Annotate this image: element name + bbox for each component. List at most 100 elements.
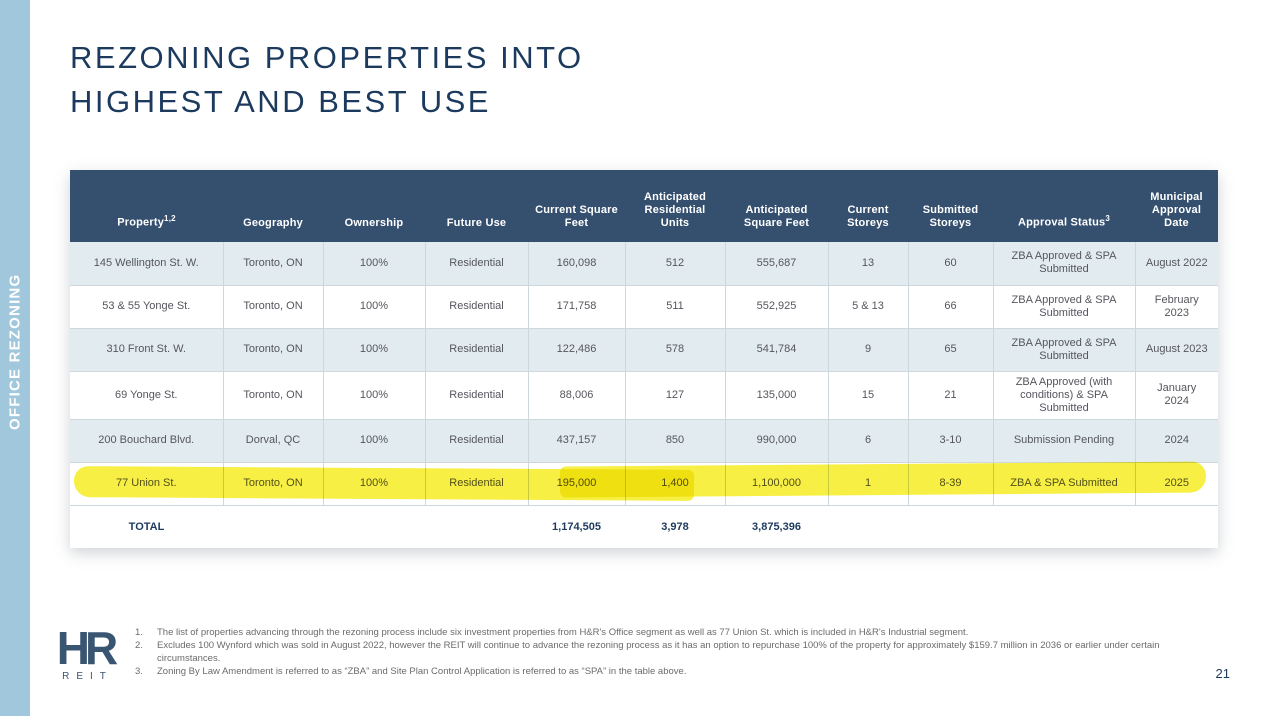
column-header-municipal-approval-date: Municipal Approval Date: [1135, 170, 1218, 242]
table-row: 53 & 55 Yonge St. Toronto, ON 100% Resident…: [70, 284, 1218, 329]
table-row: 310 Front St. W. Toronto, ON 100% Residenti…: [70, 327, 1218, 372]
cell-future-use: Residential: [424, 327, 529, 372]
footnote-text: Excludes 100 Wynford which was sold in A…: [157, 640, 1160, 664]
cell-future-use: Residential: [424, 370, 529, 420]
table-row: 200 Bouchard Blvd. Dorval, QC 100% Resident…: [70, 418, 1218, 463]
cell-approval-status: ZBA Approved & SPA Submitted: [992, 242, 1136, 286]
cell-submitted-storeys: 8-39: [907, 461, 994, 506]
column-header-current-storeys: Current Storeys: [828, 170, 908, 242]
cell-municipal-approval-date: February 2023: [1134, 284, 1218, 329]
cell-submitted-storeys: 65: [907, 327, 994, 372]
total-row: TOTAL 1,174,505 3,978 3,875,396: [70, 504, 1218, 548]
cell-current-square-feet: 122,486: [527, 327, 626, 372]
logo-hr-text: HR: [56, 622, 118, 674]
cell-current-square-feet: 437,157: [527, 418, 626, 463]
cell-ownership: 100%: [322, 284, 426, 329]
cell-anticipated-residential-units: 127: [624, 370, 726, 420]
cell-future-use: Residential: [424, 284, 529, 329]
cell-approval-status: ZBA & SPA Submitted: [992, 461, 1136, 506]
column-header-ownership: Ownership: [323, 170, 425, 242]
cell-future-use: Residential: [424, 461, 529, 506]
cell-ownership: 100%: [322, 461, 426, 506]
cell-anticipated-residential-units: 1,400: [624, 461, 726, 506]
cell-geography: Toronto, ON: [222, 327, 324, 372]
cell-approval-status: Submission Pending: [992, 418, 1136, 463]
footnote-number: 3.: [135, 666, 143, 677]
cell-current-storeys: 13: [827, 242, 909, 286]
cell-current-square-feet: 88,006: [527, 370, 626, 420]
cell-property: 69 Yonge St.: [70, 370, 224, 420]
cell-anticipated-square-feet: 552,925: [724, 284, 829, 329]
cell-anticipated-square-feet: 541,784: [724, 327, 829, 372]
column-header-current-square-feet: Current Square Feet: [528, 170, 625, 242]
cell-future-use: Residential: [424, 418, 529, 463]
cell-municipal-approval-date: January 2024: [1134, 370, 1218, 420]
table-footer: TOTAL 1,174,505 3,978 3,875,396: [70, 504, 1218, 548]
column-header-property: Property1,2: [70, 170, 223, 242]
footnote-number: 2.: [135, 640, 143, 651]
logo-reit-text: REIT: [62, 671, 113, 682]
cell-anticipated-square-feet: 1,100,000: [724, 461, 829, 506]
section-label-office-rezoning: OFFICE REZONING: [6, 273, 24, 431]
footnote-2: 2. Excludes 100 Wynford which was sold in…: [135, 639, 1215, 665]
cell-property: 145 Wellington St. W.: [70, 242, 224, 286]
cell-current-square-feet: 160,098: [527, 242, 626, 286]
footnote-text: The list of properties advancing through…: [157, 627, 969, 638]
cell-approval-status: ZBA Approved (with conditions) & SPA Sub…: [992, 370, 1136, 420]
cell-ownership: 100%: [322, 242, 426, 286]
footnote-number: 1.: [135, 627, 143, 638]
cell-geography: Dorval, QC: [222, 418, 324, 463]
total-anticipated-square-feet: 3,875,396: [725, 504, 828, 548]
cell-municipal-approval-date: 2024: [1134, 418, 1218, 463]
total-current-square-feet: 1,174,505: [528, 504, 625, 548]
page-title-line2: HIGHEST AND BEST USE: [70, 84, 491, 119]
column-header-geography: Geography: [223, 170, 323, 242]
cell-current-storeys: 6: [827, 418, 909, 463]
cell-current-square-feet: 195,000: [527, 461, 626, 506]
cell-municipal-approval-date: August 2022: [1134, 242, 1218, 286]
page-title-line1: REZONING PROPERTIES INTO: [70, 40, 584, 75]
properties-table: Property1,2 Geography Ownership Future U…: [70, 170, 1218, 548]
footnotes: 1. The list of properties advancing throu…: [135, 626, 1215, 678]
cell-anticipated-square-feet: 990,000: [724, 418, 829, 463]
footnote-3: 3. Zoning By Law Amendment is referred to…: [135, 665, 1215, 678]
cell-anticipated-residential-units: 850: [624, 418, 726, 463]
table-header: Property1,2 Geography Ownership Future U…: [70, 170, 1218, 242]
cell-ownership: 100%: [322, 418, 426, 463]
cell-property: 310 Front St. W.: [70, 327, 224, 372]
cell-current-storeys: 15: [827, 370, 909, 420]
cell-anticipated-residential-units: 578: [624, 327, 726, 372]
cell-municipal-approval-date: August 2023: [1134, 327, 1218, 372]
total-label: TOTAL: [70, 504, 223, 548]
cell-ownership: 100%: [322, 327, 426, 372]
table-row-highlighted: 77 Union St. Toronto, ON 100% Residential 19…: [70, 461, 1218, 506]
cell-current-storeys: 5 & 13: [827, 284, 909, 329]
cell-anticipated-residential-units: 512: [624, 242, 726, 286]
cell-approval-status: ZBA Approved & SPA Submitted: [992, 284, 1136, 329]
cell-submitted-storeys: 21: [907, 370, 994, 420]
table-row: 145 Wellington St. W. Toronto, ON 100% Resi…: [70, 242, 1218, 286]
cell-geography: Toronto, ON: [222, 461, 324, 506]
cell-submitted-storeys: 60: [907, 242, 994, 286]
cell-current-storeys: 1: [827, 461, 909, 506]
cell-current-square-feet: 171,758: [527, 284, 626, 329]
hr-reit-logo: HR REIT: [52, 622, 118, 682]
cell-submitted-storeys: 66: [907, 284, 994, 329]
left-accent-bar: [0, 0, 30, 716]
column-header-approval-status: Approval Status3: [993, 170, 1135, 242]
column-header-submitted-storeys: Submitted Storeys: [908, 170, 993, 242]
cell-property: 53 & 55 Yonge St.: [70, 284, 224, 329]
cell-ownership: 100%: [322, 370, 426, 420]
cell-future-use: Residential: [424, 242, 529, 286]
footnote-1: 1. The list of properties advancing throu…: [135, 626, 1215, 639]
page-number: 21: [1215, 666, 1230, 681]
footnote-text: Zoning By Law Amendment is referred to a…: [157, 666, 687, 677]
cell-anticipated-residential-units: 511: [624, 284, 726, 329]
cell-geography: Toronto, ON: [222, 284, 324, 329]
cell-anticipated-square-feet: 135,000: [724, 370, 829, 420]
cell-submitted-storeys: 3-10: [907, 418, 994, 463]
cell-property: 77 Union St.: [70, 461, 224, 506]
page-title: REZONING PROPERTIES INTO HIGHEST AND BES…: [70, 36, 584, 124]
table-row: 69 Yonge St. Toronto, ON 100% Residential 88…: [70, 370, 1218, 420]
column-header-anticipated-residential-units: Anticipated Residential Units: [625, 170, 725, 242]
